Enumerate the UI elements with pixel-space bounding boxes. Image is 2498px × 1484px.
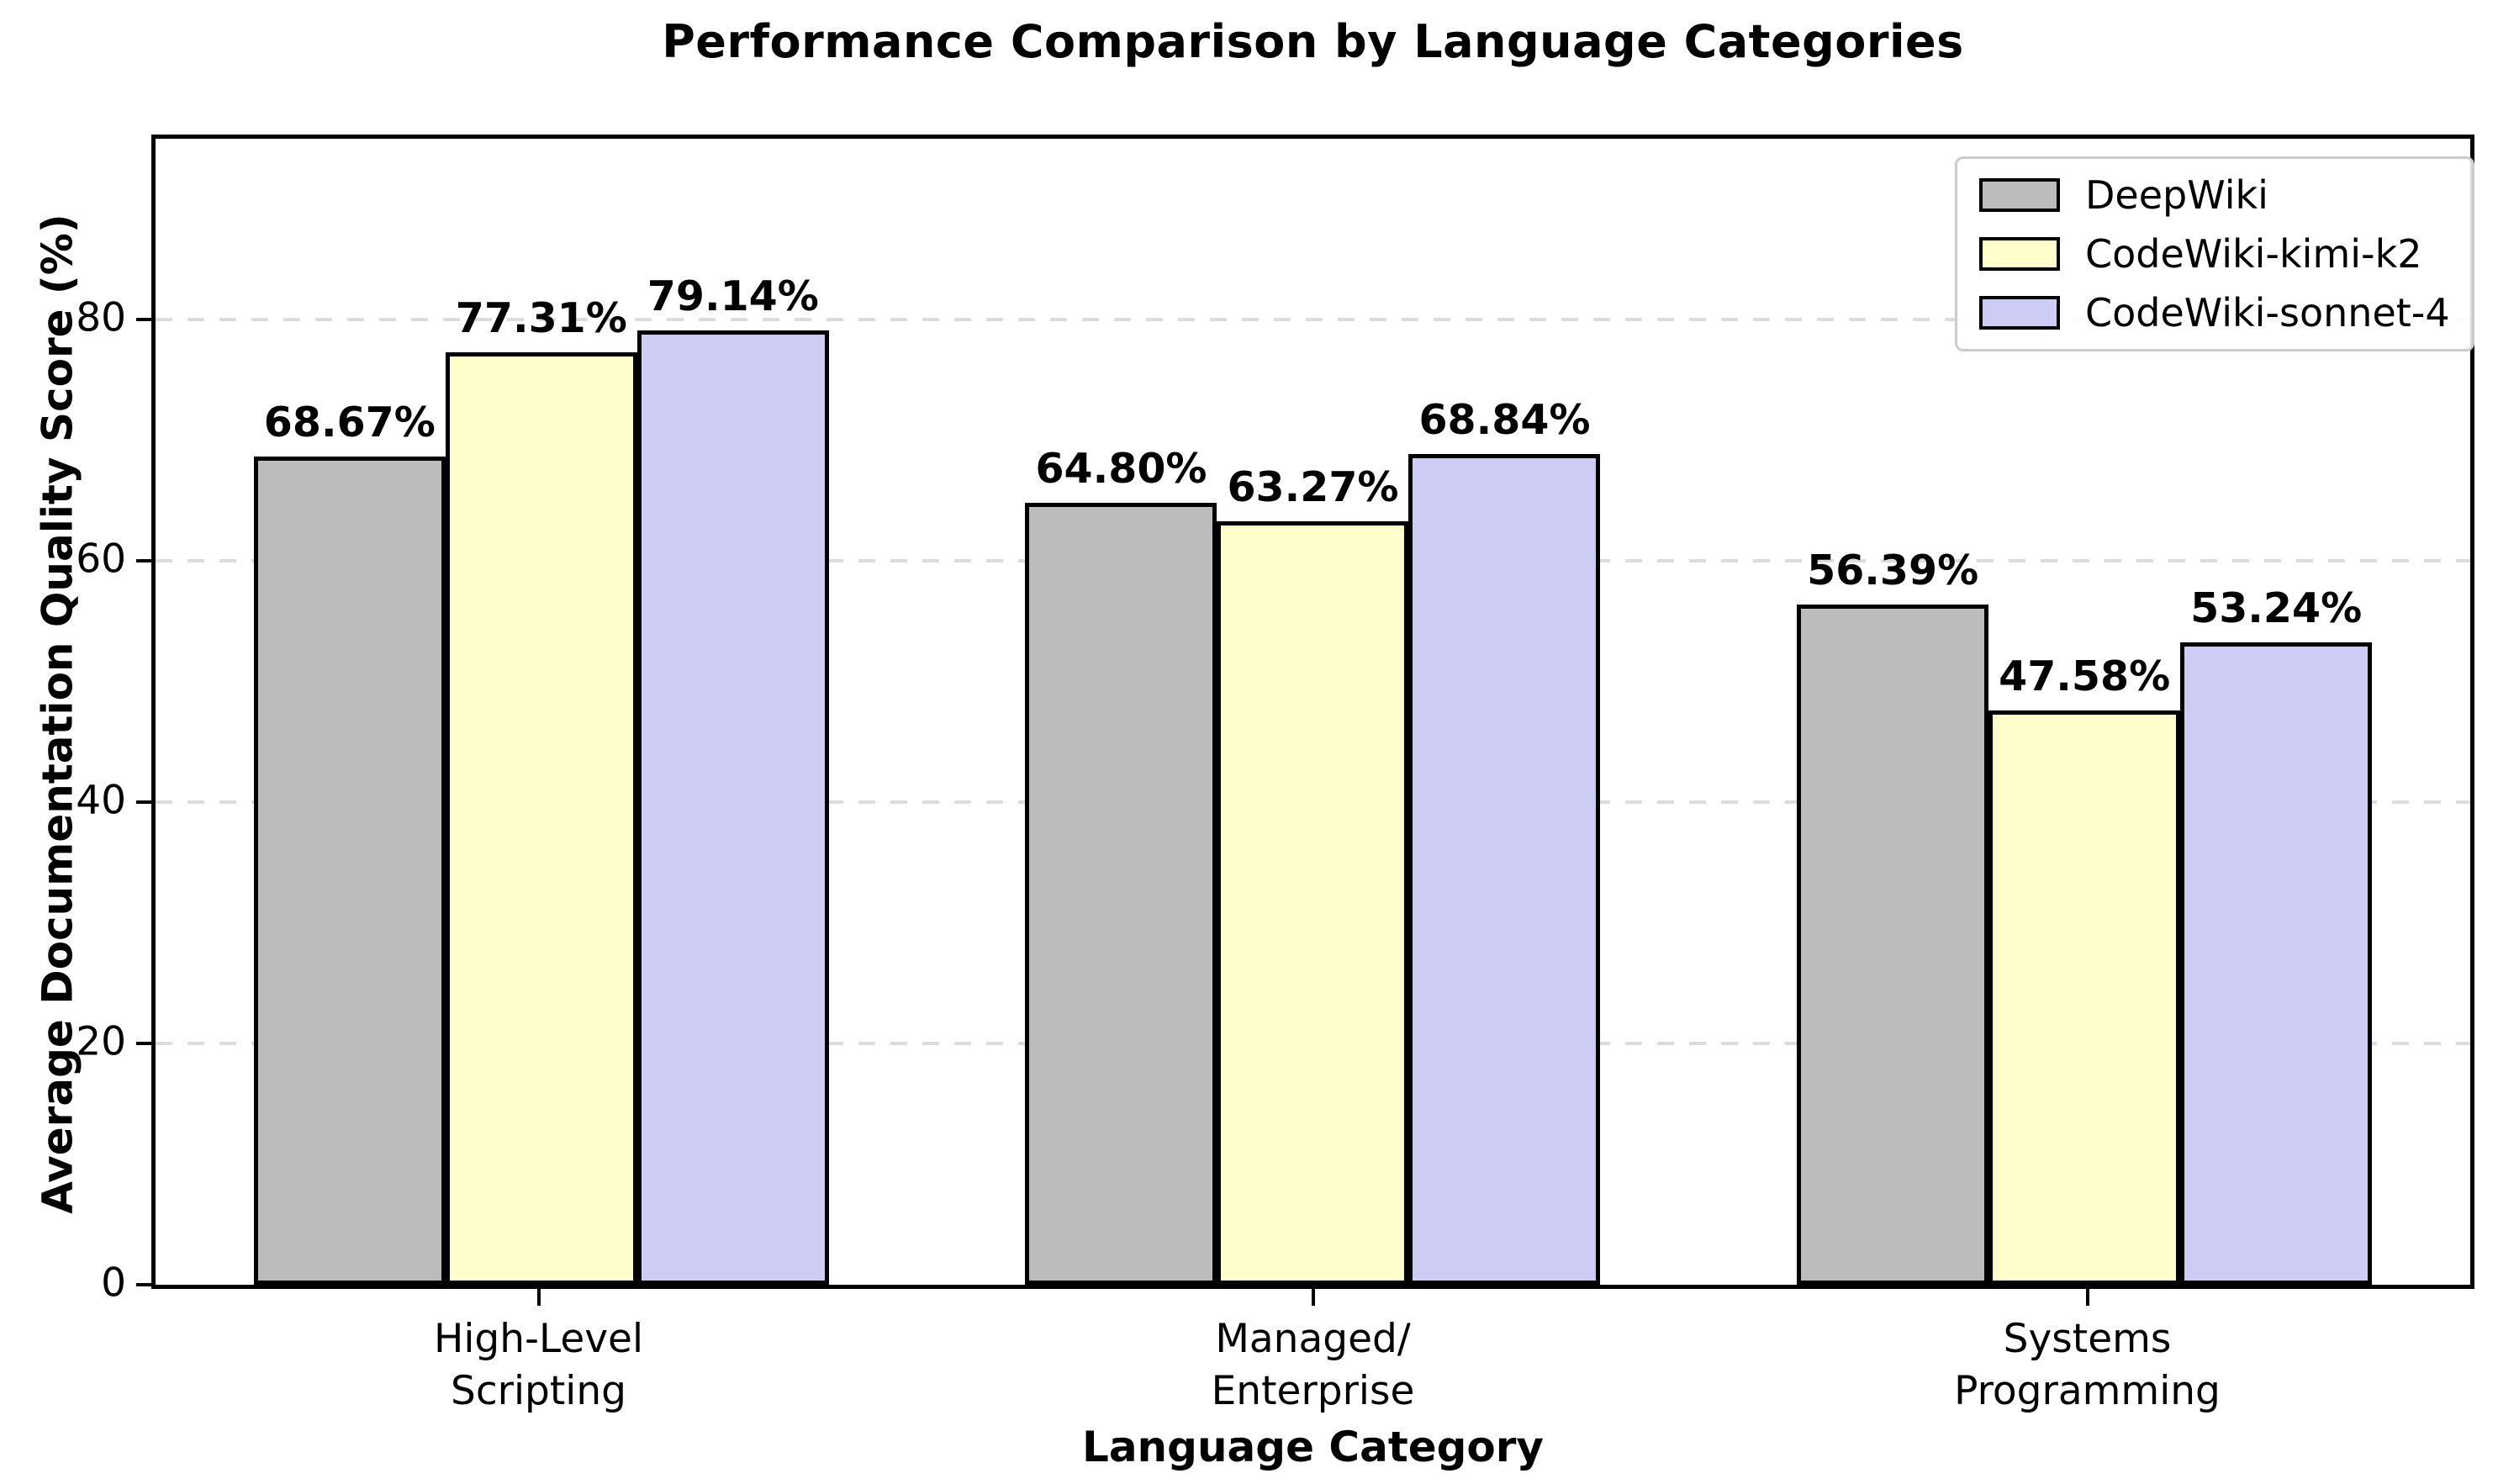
gridline-y80 xyxy=(156,318,2470,322)
bar-value-label: 68.67% xyxy=(263,398,436,446)
bar-DeepWiki xyxy=(1797,604,1989,1285)
bar-CodeWiki-kimi-k2 xyxy=(1988,710,2181,1285)
ytick-label: 60 xyxy=(76,536,126,583)
bar-value-label: 63.27% xyxy=(1227,463,1399,512)
legend-label: CodeWiki-kimi-k2 xyxy=(2085,231,2422,277)
ytick-mark xyxy=(136,800,151,805)
bar-wrap: 47.58% xyxy=(1988,652,2181,1285)
bar-DeepWiki xyxy=(253,456,446,1285)
bar-value-label: 68.84% xyxy=(1418,396,1591,445)
bar-wrap: 64.80% xyxy=(1025,445,1217,1285)
legend-item: CodeWiki-kimi-k2 xyxy=(1979,231,2450,277)
x-axis-title: Language Category xyxy=(1081,1423,1545,1471)
xtick-mark xyxy=(536,1289,541,1306)
legend-swatch xyxy=(1979,237,2060,271)
bar-CodeWiki-kimi-k2 xyxy=(1217,521,1409,1285)
bar-value-label: 64.80% xyxy=(1035,445,1207,494)
ytick-mark xyxy=(136,318,151,322)
xtick-label: Systems Programming xyxy=(1954,1316,2221,1415)
bar-value-label: 53.24% xyxy=(2190,584,2363,633)
legend-swatch xyxy=(1979,296,2060,330)
bar-CodeWiki-sonnet-4 xyxy=(636,330,829,1285)
bar-group-1: 64.80% 63.27% 68.84% xyxy=(1025,396,1601,1285)
ytick-mark xyxy=(136,1042,151,1046)
ytick-mark xyxy=(136,1283,151,1286)
legend-swatch xyxy=(1979,178,2060,212)
bar-wrap: 68.84% xyxy=(1408,396,1601,1285)
xtick-label: High-Level Scripting xyxy=(433,1316,644,1415)
ytick-mark xyxy=(136,559,151,563)
legend-label: DeepWiki xyxy=(2085,172,2268,218)
bar-wrap: 79.14% xyxy=(636,272,829,1285)
bar-wrap: 77.31% xyxy=(445,294,637,1285)
bar-value-label: 47.58% xyxy=(1999,652,2171,701)
legend-item: DeepWiki xyxy=(1979,172,2450,218)
bar-CodeWiki-sonnet-4 xyxy=(1408,454,1601,1285)
bar-CodeWiki-kimi-k2 xyxy=(445,351,637,1285)
chart-title: Performance Comparison by Language Categ… xyxy=(662,15,1964,68)
bar-group-2: 56.39% 47.58% 53.24% xyxy=(1797,547,2373,1285)
bar-wrap: 68.67% xyxy=(253,399,446,1285)
bar-value-label: 79.14% xyxy=(647,272,819,320)
ytick-label: 80 xyxy=(76,294,126,341)
bar-wrap: 53.24% xyxy=(2180,584,2373,1285)
bars-row: 68.67% 77.31% 79.14% 64.80% 63.27% 68.84% 56.3… xyxy=(156,139,2470,1285)
bar-wrap: 63.27% xyxy=(1217,463,1409,1285)
ytick-label: 0 xyxy=(101,1260,126,1307)
legend: DeepWiki CodeWiki-kimi-k2 CodeWiki-sonnet-… xyxy=(1955,156,2474,351)
ytick-label: 40 xyxy=(76,777,126,824)
legend-label: CodeWiki-sonnet-4 xyxy=(2085,290,2450,335)
bar-value-label: 56.39% xyxy=(1807,546,1979,594)
xtick-mark xyxy=(2085,1289,2089,1306)
xtick-mark xyxy=(1311,1289,1315,1306)
bar-group-0: 68.67% 77.31% 79.14% xyxy=(253,272,829,1285)
bar-value-label: 77.31% xyxy=(455,293,627,342)
bar-wrap: 56.39% xyxy=(1797,547,1989,1285)
plot-area: 68.67% 77.31% 79.14% 64.80% 63.27% 68.84% 56.3… xyxy=(151,135,2474,1289)
legend-item: CodeWiki-sonnet-4 xyxy=(1979,290,2450,335)
xtick-label: Managed/ Enterprise xyxy=(1211,1316,1415,1415)
bar-DeepWiki xyxy=(1025,503,1217,1285)
bar-CodeWiki-sonnet-4 xyxy=(2180,642,2373,1285)
ytick-label: 20 xyxy=(76,1018,126,1065)
